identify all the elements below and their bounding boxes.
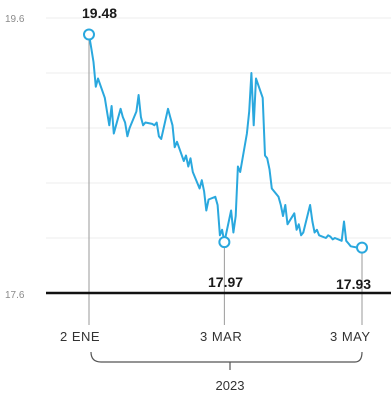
- gridlines: [46, 17, 391, 239]
- annotation-marker-1: [218, 236, 231, 249]
- year-label: 2023: [216, 378, 245, 393]
- annotation-markers: [83, 28, 368, 254]
- annotation-marker-0: [83, 28, 95, 41]
- y-tick-bottom: 17.6: [5, 290, 25, 301]
- data-label-end: 17.93: [336, 276, 371, 292]
- y-tick-top: 19.6: [5, 14, 25, 25]
- x-tick-mar: 3 MAR: [200, 329, 242, 344]
- annotation-marker-2: [356, 241, 368, 254]
- year-bracket: [90, 351, 363, 363]
- data-label-start: 19.48: [82, 5, 117, 21]
- annotation-drop-lines: [88, 34, 363, 325]
- data-label-march: 17.97: [208, 274, 243, 290]
- series-line: [88, 33, 363, 249]
- x-tick-may: 3 MAY: [330, 329, 371, 344]
- x-tick-jan: 2 ENE: [60, 329, 100, 344]
